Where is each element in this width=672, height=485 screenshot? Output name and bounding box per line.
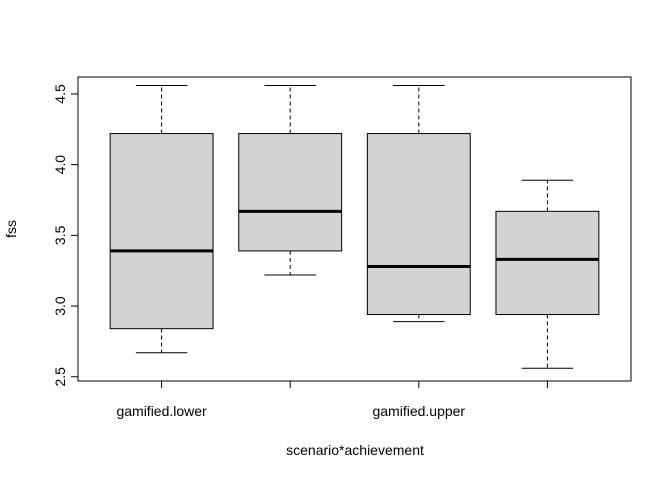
y-tick-label: 4.0: [52, 155, 68, 175]
x-axis: gamified.lower gamified.upper: [116, 380, 548, 419]
box-iqr: [109, 133, 214, 330]
x-tick-label: gamified.upper: [372, 403, 465, 419]
y-tick-label: 3.0: [52, 296, 68, 316]
box-group-4: [495, 179, 600, 369]
box-iqr: [495, 210, 600, 316]
x-tick-label: gamified.lower: [116, 403, 207, 419]
y-tick-label: 3.5: [52, 225, 68, 245]
y-tick-label: 2.5: [52, 367, 68, 387]
y-tick-label: 4.5: [52, 84, 68, 104]
boxes-layer: [109, 84, 600, 369]
box-group-3: [366, 84, 471, 323]
box-iqr: [366, 133, 471, 316]
box-iqr: [238, 133, 343, 252]
y-axis: 2.5 3.0 3.5 4.0 4.5: [52, 84, 79, 387]
box-group-2: [238, 84, 343, 276]
box-group-1: [109, 84, 214, 354]
y-axis-title: fss: [3, 220, 19, 238]
x-axis-title: scenario*achievement: [286, 442, 424, 458]
